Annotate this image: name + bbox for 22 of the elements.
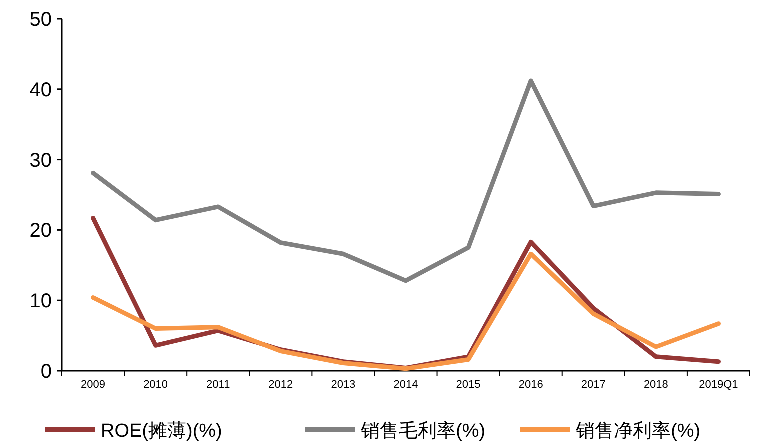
y-tick-label: 50: [30, 9, 52, 31]
x-tick-label: 2011: [206, 379, 230, 391]
x-tick-label: 2009: [81, 379, 106, 391]
x-tick-label: 2012: [268, 379, 294, 391]
line-series: [91, 78, 721, 284]
x-tick-label: 2014: [394, 379, 418, 391]
legend-label: 销售净利率(%): [575, 420, 701, 442]
y-tick-label: 30: [30, 150, 52, 172]
x-tick-label: 2017: [581, 379, 606, 391]
y-tick-label: 20: [30, 220, 52, 242]
line-series: [91, 252, 721, 372]
x-tick-label: 2019Q1: [699, 379, 738, 391]
legend-label: ROE(摊薄)(%): [101, 421, 222, 442]
x-tick-label: 2016: [518, 379, 544, 391]
x-tick-label: 2010: [144, 379, 168, 391]
legend-label: 销售毛利率(%): [360, 420, 486, 442]
y-tick-label: 0: [40, 361, 52, 383]
x-tick-label: 2013: [331, 379, 356, 391]
y-tick-label: 40: [30, 79, 52, 102]
y-tick-label: 10: [30, 290, 52, 313]
x-tick-label: 2018: [644, 379, 668, 391]
x-tick-label: 2015: [456, 379, 481, 391]
